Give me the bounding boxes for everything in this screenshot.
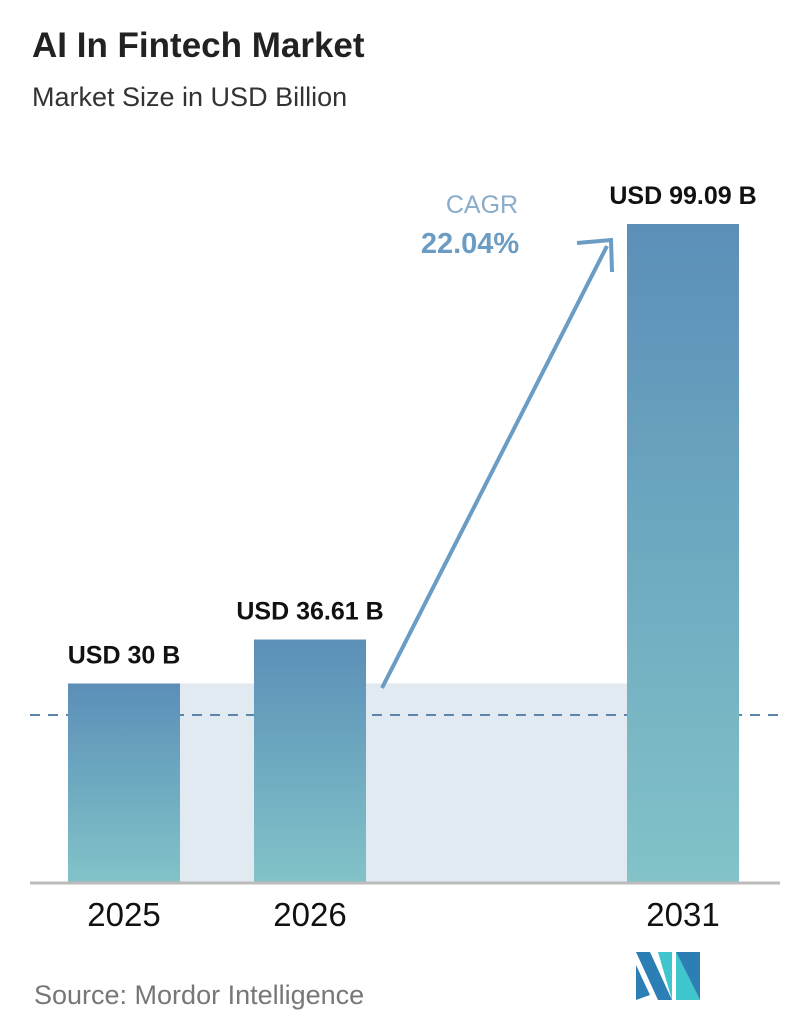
chart-title: AI In Fintech Market — [32, 26, 365, 65]
chart-subtitle: Market Size in USD Billion — [32, 82, 348, 112]
bar-2031 — [627, 224, 739, 883]
baseline-shade — [180, 683, 627, 883]
data-label: USD 36.61 B — [236, 598, 383, 626]
bar-2025 — [68, 683, 180, 883]
x-tick-label: 2031 — [646, 896, 719, 933]
source-text: Source: Mordor Intelligence — [34, 980, 365, 1010]
x-tick-label: 2025 — [87, 896, 160, 933]
bar-2026 — [254, 639, 366, 883]
cagr-value: 22.04% — [421, 228, 520, 260]
data-label: USD 99.09 B — [609, 182, 756, 210]
x-tick-label: 2026 — [273, 896, 346, 933]
data-label: USD 30 B — [68, 641, 181, 669]
cagr-label: CAGR — [446, 191, 518, 219]
cagr-arrow — [380, 237, 614, 689]
